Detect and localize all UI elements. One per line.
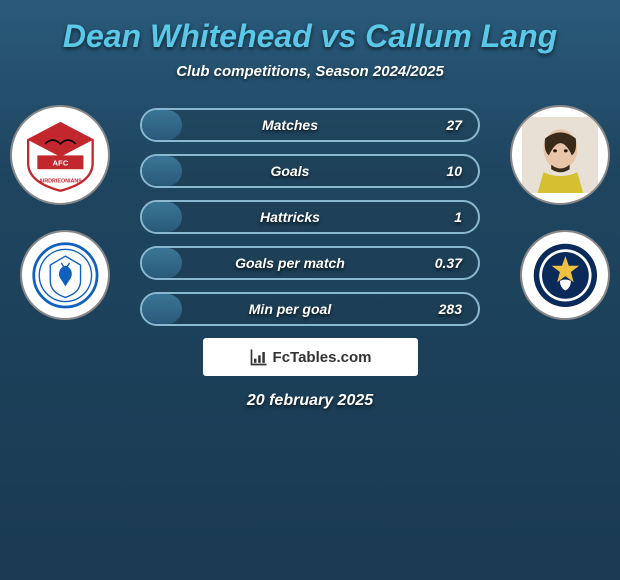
stat-value: 10 xyxy=(422,163,462,179)
cardiff-city-crest-icon xyxy=(31,241,100,310)
player-avatar-icon xyxy=(522,117,599,194)
stat-label: Goals xyxy=(158,163,422,179)
stat-value: 1 xyxy=(422,209,462,225)
stat-bar-hattricks: Hattricks 1 xyxy=(140,200,480,234)
portsmouth-crest-icon xyxy=(531,241,600,310)
stat-label: Goals per match xyxy=(158,255,422,271)
brand-badge[interactable]: FcTables.com xyxy=(203,338,418,376)
airdrieonians-crest-icon: AFC AIRDRIEONIANS xyxy=(22,117,99,194)
comparison-panel: AFC AIRDRIEONIANS xyxy=(0,100,620,410)
stat-value: 0.37 xyxy=(422,255,462,271)
stat-label: Hattricks xyxy=(158,209,422,225)
stat-label: Matches xyxy=(158,117,422,133)
stat-bar-matches: Matches 27 xyxy=(140,108,480,142)
stat-value: 27 xyxy=(422,117,462,133)
subtitle: Club competitions, Season 2024/2025 xyxy=(0,63,620,80)
stat-value: 283 xyxy=(422,301,462,317)
stat-bars: Matches 27 Goals 10 Hattricks 1 Goals pe… xyxy=(140,100,480,326)
club-badge-bottom-right xyxy=(520,230,610,320)
date-text: 20 february 2025 xyxy=(10,392,610,410)
club-badge-top-left: AFC AIRDRIEONIANS xyxy=(10,105,110,205)
stat-label: Min per goal xyxy=(158,301,422,317)
player-photo-top-right xyxy=(510,105,610,205)
stat-bar-goals: Goals 10 xyxy=(140,154,480,188)
page-title: Dean Whitehead vs Callum Lang xyxy=(0,0,620,63)
brand-text: FcTables.com xyxy=(273,349,372,366)
svg-text:AFC: AFC xyxy=(52,158,68,167)
svg-text:AIRDRIEONIANS: AIRDRIEONIANS xyxy=(39,178,82,184)
stat-bar-min-per-goal: Min per goal 283 xyxy=(140,292,480,326)
chart-icon xyxy=(249,347,269,367)
club-badge-bottom-left xyxy=(20,230,110,320)
stat-bar-goals-per-match: Goals per match 0.37 xyxy=(140,246,480,280)
